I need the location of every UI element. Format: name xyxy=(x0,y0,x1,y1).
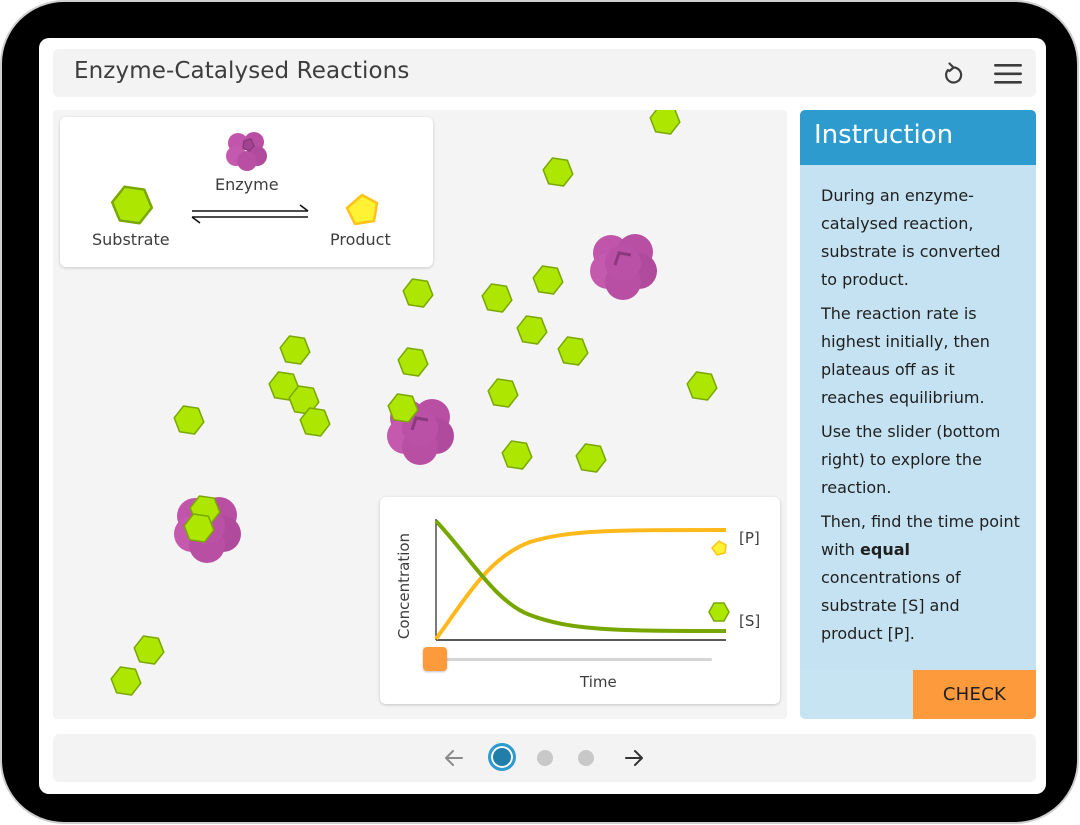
graph-card: Concentration [P] [S] Time xyxy=(380,497,780,704)
enzyme-molecule-icon xyxy=(590,234,657,300)
arrow-left-icon xyxy=(445,750,463,766)
equilibrium-arrows-icon xyxy=(191,204,309,224)
y-axis-label: Concentration xyxy=(395,532,413,640)
instruction-paragraph: During an enzyme-catalysed reaction, sub… xyxy=(821,186,1001,289)
substrate-series-label: [S] xyxy=(739,612,761,630)
substrate-molecule-icon xyxy=(279,335,311,365)
menu-button[interactable] xyxy=(990,58,1026,90)
next-button[interactable] xyxy=(622,746,646,770)
reset-icon xyxy=(945,62,963,84)
substrate-curve xyxy=(434,519,727,633)
page-dot-1[interactable] xyxy=(488,743,516,771)
page-dot-3[interactable] xyxy=(578,750,594,766)
substrate-molecule-icon xyxy=(299,407,331,437)
substrate-molecule-icon xyxy=(110,666,142,696)
instruction-emphasis: equal xyxy=(860,540,911,559)
substrate-molecule-icon xyxy=(686,371,718,401)
time-slider-track[interactable] xyxy=(436,658,712,661)
page-navigation xyxy=(53,734,1036,782)
substrate-molecule-icon xyxy=(402,278,434,308)
substrate-molecule-icon xyxy=(532,265,564,295)
substrate-molecule-icon xyxy=(575,443,607,473)
substrate-molecule-icon xyxy=(542,157,574,187)
arrow-right-icon xyxy=(625,750,643,766)
enzyme-label: Enzyme xyxy=(215,175,279,194)
substrate-molecule-icon xyxy=(397,347,429,377)
instruction-paragraph: The reaction rate is highest initially, … xyxy=(821,304,990,407)
previous-button[interactable] xyxy=(442,746,466,770)
header-bar: Enzyme-Catalysed Reactions xyxy=(53,49,1036,97)
substrate-icon xyxy=(110,185,154,225)
molecule-field xyxy=(110,110,718,696)
product-marker-icon xyxy=(711,540,727,556)
substrate-molecule-icon xyxy=(183,513,215,543)
screen: Enzyme-Catalysed Reactions xyxy=(39,38,1046,794)
substrate-molecule-icon xyxy=(173,405,205,435)
check-button[interactable]: CHECK xyxy=(913,670,1036,719)
reset-button[interactable] xyxy=(937,58,969,90)
page-title: Enzyme-Catalysed Reactions xyxy=(74,58,410,84)
simulation-area: Enzyme Substrate Product xyxy=(53,110,787,719)
instruction-paragraph: Use the slider (bottom right) to explore… xyxy=(821,422,1001,497)
instruction-text: concentrations of substrate [S] and prod… xyxy=(821,568,961,643)
product-icon xyxy=(345,193,379,226)
substrate-molecule-icon xyxy=(481,283,513,313)
product-label: Product xyxy=(330,230,391,249)
substrate-molecule-icon xyxy=(516,315,548,345)
instruction-footer: CHECK xyxy=(800,670,1036,719)
instruction-text: Then, find the time point with xyxy=(821,512,1020,559)
time-slider-thumb[interactable] xyxy=(423,647,447,671)
instruction-header: Instruction xyxy=(800,110,1036,165)
substrate-molecule-icon xyxy=(133,635,165,665)
substrate-molecule-icon xyxy=(649,110,681,135)
instruction-panel: Instruction During an enzyme-catalysed r… xyxy=(800,110,1036,719)
substrate-molecule-icon xyxy=(487,378,519,408)
x-axis-label: Time xyxy=(580,673,617,691)
concentration-chart xyxy=(434,519,730,641)
product-series-label: [P] xyxy=(739,529,760,547)
legend-card: Enzyme Substrate Product xyxy=(60,117,433,267)
substrate-molecule-icon xyxy=(387,393,419,423)
substrate-marker-icon xyxy=(708,602,730,622)
substrate-molecule-icon xyxy=(557,336,589,366)
enzyme-icon xyxy=(226,132,267,171)
instruction-title: Instruction xyxy=(814,120,954,150)
substrate-label: Substrate xyxy=(92,230,170,249)
page-dot-2[interactable] xyxy=(537,750,553,766)
hamburger-menu-icon xyxy=(994,64,1022,84)
product-curve xyxy=(434,528,727,641)
instruction-body: During an enzyme-catalysed reaction, sub… xyxy=(821,182,1021,654)
substrate-molecule-icon xyxy=(501,440,533,470)
instruction-paragraph: Then, find the time point with equal con… xyxy=(821,508,1021,648)
